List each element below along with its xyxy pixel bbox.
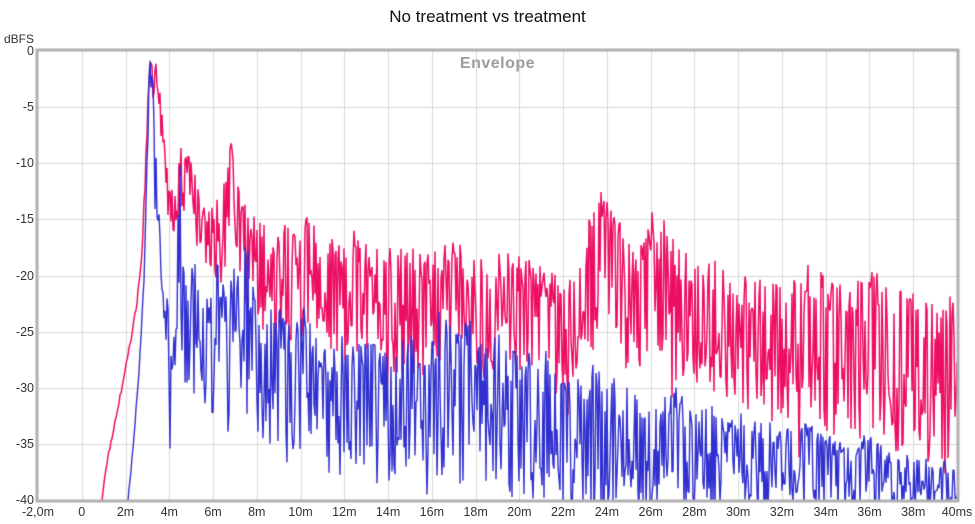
x-tick-label: -2,0m <box>22 505 54 519</box>
x-tick-label: 34m <box>813 505 838 519</box>
x-tick-label: 26m <box>638 505 663 519</box>
x-tick-label: 20m <box>507 505 532 519</box>
x-tick-label: 24m <box>594 505 620 519</box>
y-axis-unit-label: dBFS <box>3 32 34 46</box>
x-tick-label: 36m <box>857 505 882 519</box>
y-tick-label: 0 <box>27 44 34 58</box>
x-tick-label: 16m <box>419 505 445 519</box>
x-tick-label: 12m <box>332 505 357 519</box>
x-tick-label: 0 <box>78 505 86 519</box>
x-tick-label: 22m <box>550 505 576 519</box>
y-tick-label: -5 <box>22 100 34 115</box>
x-tick-label: 38m <box>901 505 926 519</box>
y-tick-label: -10 <box>15 156 34 171</box>
x-tick-label: 6m <box>204 505 222 519</box>
x-tick-label: 30m <box>726 505 751 519</box>
y-tick-label: -35 <box>15 436 34 451</box>
y-tick-label: -30 <box>15 380 34 395</box>
y-tick-label: -25 <box>15 324 34 339</box>
x-tick-label: 2m <box>116 505 135 519</box>
y-tick-label: -20 <box>15 268 34 283</box>
chart-title: No treatment vs treatment <box>389 7 586 26</box>
y-tick-label: -40 <box>15 493 34 507</box>
x-tick-label: 8m <box>248 505 266 519</box>
x-tick-label: 40ms <box>941 505 973 519</box>
plot-overlay-title: Envelope <box>459 55 536 72</box>
y-tick-label: -15 <box>15 212 34 227</box>
x-tick-label: 28m <box>682 505 707 519</box>
x-tick-label: 18m <box>463 505 488 519</box>
x-tick-label: 4m <box>160 505 178 519</box>
x-tick-label: 10m <box>288 505 313 519</box>
x-tick-label: 14m <box>375 505 401 519</box>
x-tick-label: 32m <box>769 505 795 519</box>
